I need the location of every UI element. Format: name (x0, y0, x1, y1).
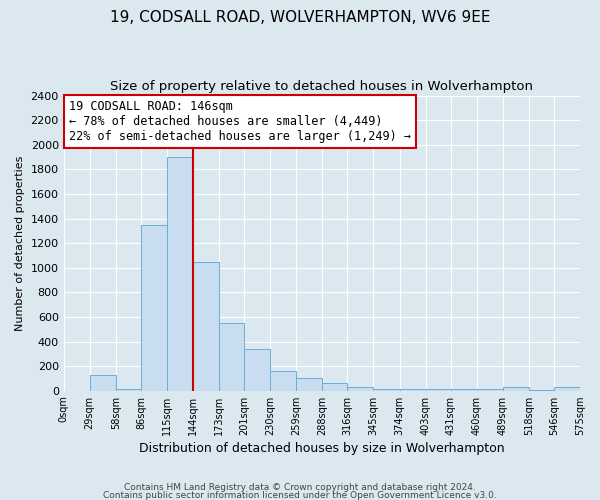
Bar (167, 157, 193, 390)
Title: Size of property relative to detached houses in Wolverhampton: Size of property relative to detached ho… (110, 80, 533, 93)
Text: Contains HM Land Registry data © Crown copyright and database right 2024.: Contains HM Land Registry data © Crown c… (124, 484, 476, 492)
X-axis label: Distribution of detached houses by size in Wolverhampton: Distribution of detached houses by size … (139, 442, 505, 455)
Text: 19, CODSALL ROAD, WOLVERHAMPTON, WV6 9EE: 19, CODSALL ROAD, WOLVERHAMPTON, WV6 9EE (110, 10, 490, 25)
Bar (322, 384, 347, 390)
Bar (141, 224, 167, 390)
Bar (90, 376, 116, 390)
Bar (219, 323, 244, 390)
Bar (193, 262, 219, 390)
Bar (554, 387, 580, 390)
Bar (270, 371, 296, 390)
Y-axis label: Number of detached properties: Number of detached properties (15, 156, 25, 331)
Bar (296, 378, 322, 390)
Bar (244, 349, 270, 391)
Bar (347, 387, 373, 390)
Text: Contains public sector information licensed under the Open Government Licence v3: Contains public sector information licen… (103, 490, 497, 500)
Text: 19 CODSALL ROAD: 146sqm
← 78% of detached houses are smaller (4,449)
22% of semi: 19 CODSALL ROAD: 146sqm ← 78% of detache… (69, 100, 411, 143)
Bar (503, 387, 529, 390)
